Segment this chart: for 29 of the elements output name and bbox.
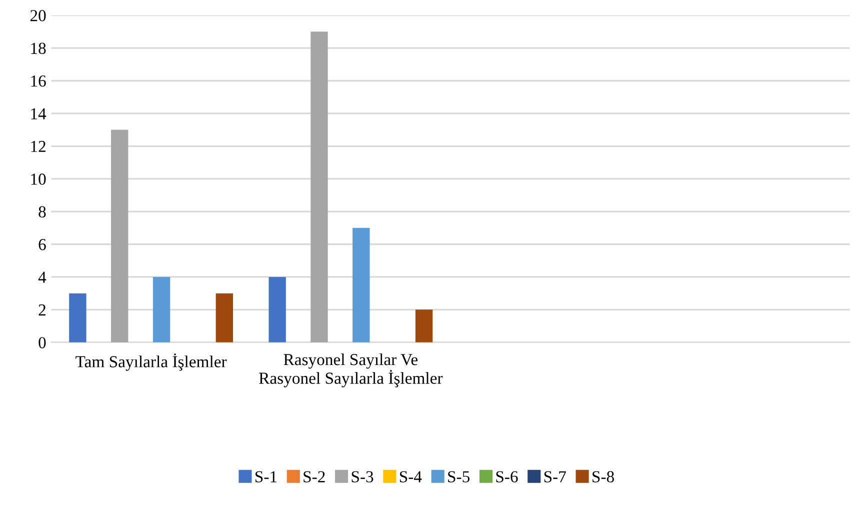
y-tick-label: 2	[38, 304, 46, 316]
legend-label: S-2	[304, 471, 325, 482]
bar	[69, 293, 86, 342]
legend-label: S-8	[592, 471, 614, 482]
y-tick-label: 12	[31, 140, 46, 152]
legend-label: S-6	[496, 471, 518, 482]
y-tick-label: 6	[38, 239, 46, 250]
y-tick-label: 8	[38, 206, 46, 218]
legend-label: S-4	[400, 471, 422, 482]
y-tick-label: 0	[38, 337, 46, 348]
y-tick-label: 10	[31, 174, 46, 185]
y-tick-label: 14	[31, 108, 46, 120]
bar	[268, 276, 286, 342]
x-tick-label: Rasyonel Sayılar Ve Rasyonel Sayılarla İşlemler	[259, 353, 443, 388]
bar	[216, 293, 234, 342]
bar	[352, 228, 370, 342]
y-tick-label: 20	[30, 10, 46, 22]
y-tick-label: 16	[31, 75, 46, 87]
bar	[415, 310, 433, 342]
x-tick-label: Tam Sayılarla İşlemler	[76, 353, 227, 371]
bar	[152, 276, 170, 342]
legend-label: S-5	[448, 471, 470, 482]
bar	[111, 130, 128, 342]
legend-label: S-3	[352, 471, 374, 482]
y-tick-label: 4	[38, 272, 46, 283]
y-tick-label: 18	[31, 42, 46, 54]
legend-label: S-7	[544, 471, 566, 482]
legend-label: S-1	[256, 471, 277, 482]
bar	[310, 32, 328, 342]
